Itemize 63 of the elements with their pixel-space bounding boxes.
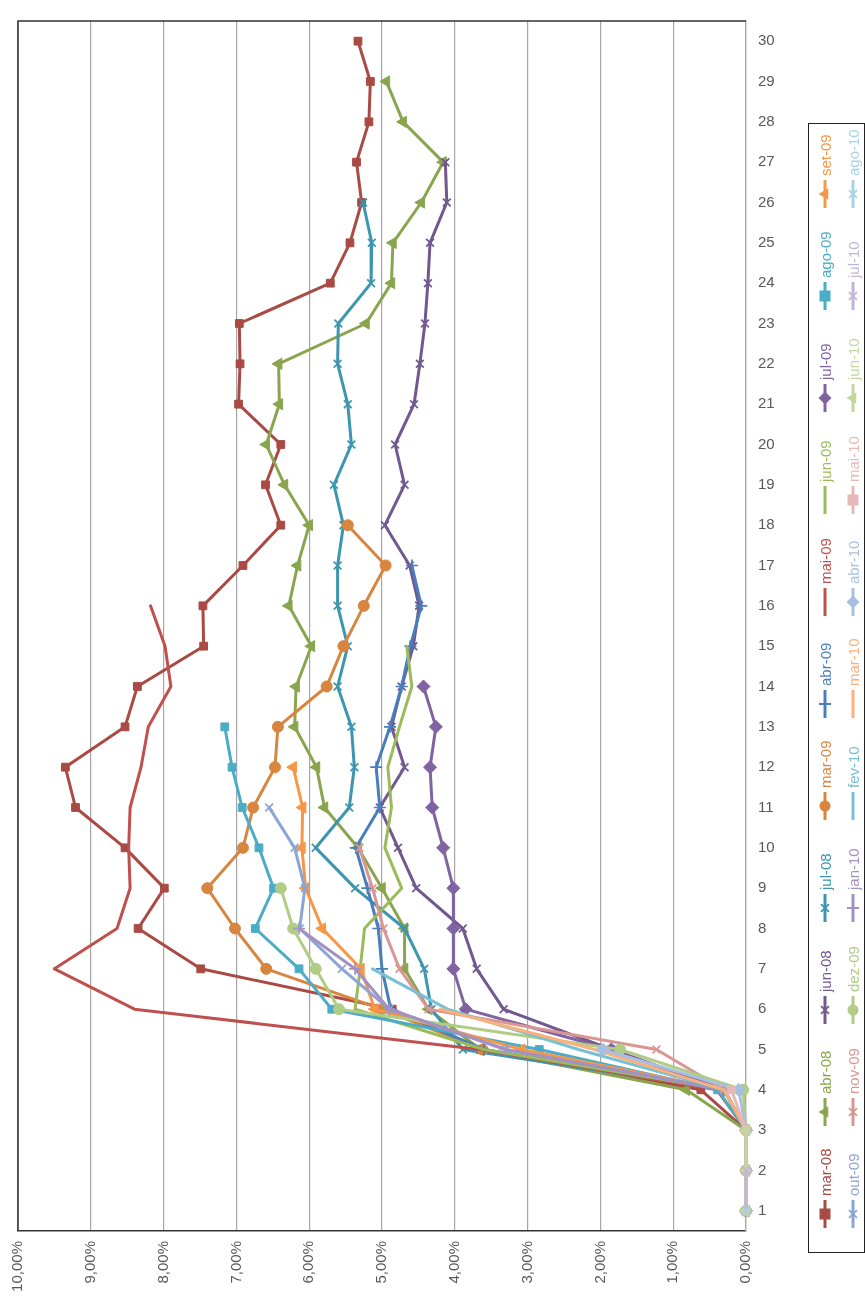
x-tick-label: 4,00% [444,1241,462,1284]
y-tick-label: 16 [758,595,775,613]
y-tick-label: 7 [758,958,767,976]
x-tick-label: 6,00% [299,1241,317,1284]
y-tick-label: 25 [758,232,775,250]
text: jan-10 [844,848,862,890]
text: jul-10 [844,241,862,278]
y-tick-label: 21 [758,394,775,412]
text: nov-09 [844,1048,862,1094]
x-tick-label: 2,00% [590,1241,608,1284]
y-tick-label: 17 [758,555,775,573]
y-tick-label: 23 [758,313,775,331]
text: abr-10 [844,540,862,584]
y-tick-label: 30 [758,31,775,49]
text: mar-08 [816,1148,834,1196]
x-tick-label: 7,00% [226,1241,244,1284]
text: mai-10 [844,436,862,482]
text: abr-09 [816,642,834,686]
text: mar-09 [816,740,834,788]
y-tick-label: 15 [758,636,775,654]
y-tick-label: 5 [758,1039,767,1057]
y-tick-label: 18 [758,515,775,533]
text: jul-08 [816,853,834,890]
text: dez-09 [844,946,862,992]
y-tick-label: 19 [758,474,775,492]
x-tick-label: 1,00% [663,1241,681,1284]
y-tick-label: 1 [758,1200,767,1218]
y-tick-label: 27 [758,152,775,170]
y-tick-label: 22 [758,353,775,371]
y-tick-label: 13 [758,716,775,734]
y-tick-label: 11 [758,797,774,815]
y-tick-label: 9 [758,878,767,896]
y-tick-label: 26 [758,192,775,210]
text: jun-10 [844,338,862,380]
text: mar-10 [844,638,862,686]
x-tick-label: 10,00% [8,1241,26,1292]
text: abr-08 [816,1050,834,1094]
y-tick-label: 14 [758,676,775,694]
y-tick-label: 10 [758,837,775,855]
text: mai-09 [816,538,834,584]
y-tick-label: 20 [758,434,775,452]
x-tick-label: 9,00% [80,1241,98,1284]
y-tick-label: 8 [758,918,767,936]
text: fev-10 [844,746,862,788]
y-tick-label: 3 [758,1120,767,1138]
y-tick-label: 6 [758,999,767,1017]
text: jun-09 [816,440,834,482]
y-tick-label: 29 [758,71,775,89]
text: out-09 [844,1153,862,1196]
text: jul-09 [816,343,834,380]
y-tick-label: 28 [758,111,775,129]
text: jun-08 [816,950,834,992]
y-tick-label: 4 [758,1079,767,1097]
x-tick-label: 8,00% [153,1241,171,1284]
y-tick-label: 24 [758,273,775,291]
text: ago-10 [844,129,862,176]
text: ago-09 [816,231,834,278]
text: set-09 [816,134,834,176]
x-tick-label: 5,00% [372,1241,390,1284]
x-tick-label: 3,00% [517,1241,535,1284]
x-tick-label: 0,00% [736,1241,754,1284]
y-tick-label: 2 [758,1160,767,1178]
y-tick-label: 12 [758,757,775,775]
